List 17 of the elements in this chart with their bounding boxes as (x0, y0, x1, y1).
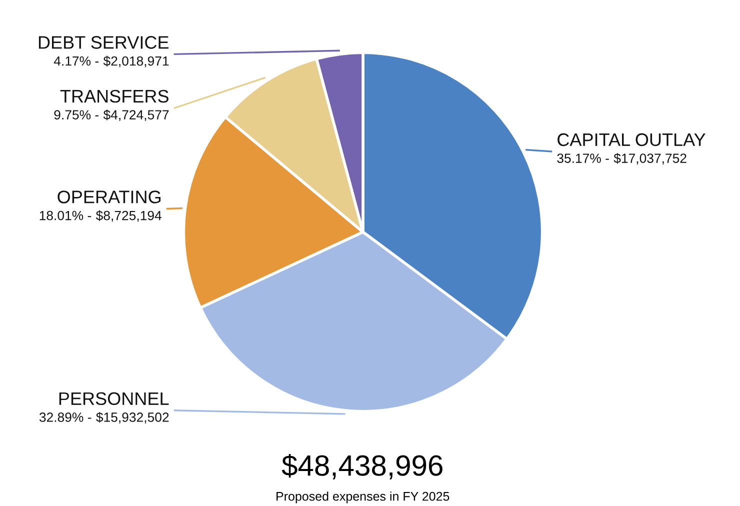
data-label: $15,932,502 (96, 412, 169, 424)
data-label: $17,037,752 (614, 153, 686, 164)
data-label: $4,724,577 (103, 110, 169, 122)
slice-label: PERSONNEL (59, 392, 169, 406)
data-label: $2,018,971 (103, 56, 169, 68)
text: 9.75% - (54, 110, 99, 120)
slice-label: CAPITAL OUTLAY (558, 133, 706, 146)
text: 32.89% - (39, 412, 92, 422)
slice-label: OPERATING (58, 190, 160, 204)
text: $48,438,996 (282, 454, 442, 480)
slice-label: DEBT SERVICE (38, 36, 169, 49)
slice-label: TRANSFERS (60, 90, 168, 103)
text: Proposed expenses in FY 2025 (276, 492, 450, 504)
text: 35.17% - (557, 154, 609, 163)
text: 18.01% - (40, 210, 92, 220)
data-label: $8,725,194 (96, 210, 162, 222)
text: 4.17% - (54, 56, 99, 66)
